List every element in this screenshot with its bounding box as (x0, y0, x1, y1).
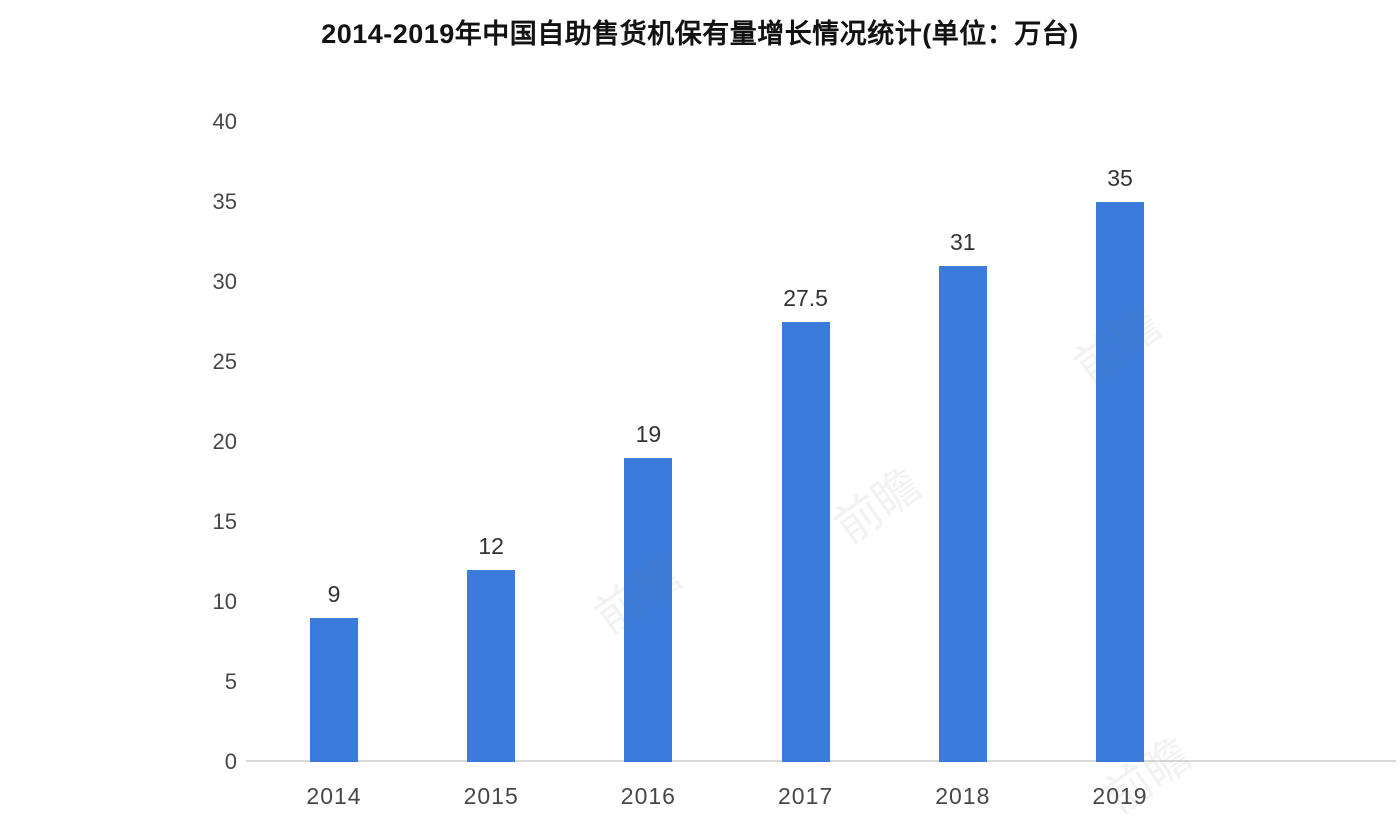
x-tick-label: 2017 (778, 783, 834, 809)
y-tick-label: 35 (212, 189, 237, 214)
bar (624, 458, 673, 762)
y-tick-label: 5 (224, 669, 237, 694)
y-tick-label: 0 (224, 749, 237, 774)
bar-value-label: 12 (478, 533, 504, 559)
x-tick-label: 2016 (620, 783, 676, 809)
y-tick-label: 30 (212, 269, 237, 294)
bar-value-label: 19 (635, 421, 662, 447)
bar-value-label: 35 (1107, 165, 1133, 191)
bar (467, 570, 516, 762)
bar (938, 266, 987, 762)
watermark-text: 前瞻 (825, 457, 931, 554)
y-tick-label: 40 (212, 109, 237, 134)
y-tick-label: 10 (212, 589, 237, 614)
bar-value-label: 31 (950, 229, 976, 255)
bar-value-label: 27.5 (783, 285, 828, 311)
y-tick-label: 15 (212, 509, 237, 534)
y-tick-label: 25 (212, 349, 237, 374)
bar (310, 618, 358, 762)
bar (1096, 202, 1144, 762)
bar-value-label: 9 (327, 581, 341, 607)
x-tick-label: 2018 (935, 783, 991, 809)
x-tick-label: 2015 (463, 783, 519, 809)
bar (781, 322, 830, 762)
x-tick-label: 2019 (1092, 783, 1148, 809)
y-tick-label: 20 (212, 429, 237, 454)
x-tick-label: 2014 (306, 783, 362, 809)
chart-title: 2014-2019年中国自助售货机保有量增长情况统计(单位：万台) (321, 19, 1079, 49)
